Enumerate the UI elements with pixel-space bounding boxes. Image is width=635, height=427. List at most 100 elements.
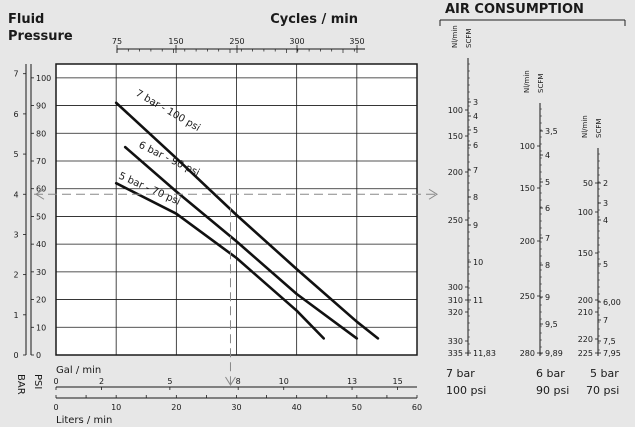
cycles-tick-label: 75 [112, 37, 122, 46]
series-line-1 [123, 145, 359, 340]
air-scfm-label: 9 [545, 293, 550, 302]
air-scfm-label: 7 [473, 166, 478, 175]
air-nl-label: 200 [448, 168, 463, 177]
air-scfm-label: 4 [473, 112, 478, 121]
bar-tick-label: 3 [13, 230, 18, 239]
psi-tick-label: 40 [36, 240, 46, 249]
gal-tick-label: 0 [53, 377, 58, 386]
air-unit-nl: Nl/min [451, 25, 459, 48]
liters-tick-label: 0 [53, 403, 58, 412]
bar-tick-label: 5 [13, 150, 18, 159]
air-nl-label: 300 [448, 283, 463, 292]
air-col3-psi: 70 psi [586, 384, 619, 397]
series-line-2 [114, 181, 326, 340]
air-nl-label: 280 [520, 349, 535, 358]
cycles-tick-label: 150 [168, 37, 183, 46]
bar-tick-label: 7 [13, 70, 18, 79]
air-nl-label: 200 [520, 237, 535, 246]
air-nl-label: 50 [583, 179, 593, 188]
title-fluid: Fluid [8, 12, 44, 27]
liters-tick-label: 10 [111, 403, 121, 412]
air-scfm-label: 7 [545, 234, 550, 243]
gal-tick-label: 13 [347, 377, 357, 386]
psi-tick-label: 0 [36, 351, 41, 360]
air-nl-label: 225 [578, 349, 593, 358]
psi-tick-label: 90 [36, 102, 46, 111]
liters-tick-label: 50 [352, 403, 362, 412]
air-nl-label: 220 [578, 335, 593, 344]
grid [56, 64, 417, 355]
series-group [114, 101, 380, 340]
air-scfm-label: 11 [473, 296, 483, 305]
air-nl-label: 330 [448, 337, 463, 346]
air-scfm-label: 7,95 [603, 349, 621, 358]
title-cycles: Cycles / min [270, 12, 358, 27]
air-unit-scfm: SCFM [465, 29, 473, 48]
flow-axis: 0 2 5 8 10 13 15 0 10 20 30 40 50 60 [53, 377, 422, 412]
air-nl-label: 250 [448, 216, 463, 225]
air-scfm-label: 3 [603, 199, 608, 208]
bar-axis-label: BAR [15, 374, 26, 395]
air-col2-psi: 90 psi [536, 384, 569, 397]
cycles-axis [116, 45, 365, 53]
psi-tick-label: 20 [36, 296, 46, 305]
air-nl-label: 150 [448, 132, 463, 141]
gal-tick-label: 15 [393, 377, 403, 386]
reading-lines [34, 188, 438, 386]
air-unit-scfm: SCFM [537, 74, 545, 93]
air-nl-label: 200 [578, 296, 593, 305]
air-nl-label: 100 [520, 142, 535, 151]
air-col3-bar: 5 bar [590, 367, 619, 380]
air-scfm-label: 6,00 [603, 298, 621, 307]
gal-tick-label: 5 [167, 377, 172, 386]
air-nl-label: 100 [448, 106, 463, 115]
bar-tick-label: 6 [13, 110, 18, 119]
cycles-tick-label: 250 [229, 37, 244, 46]
series-line-0 [114, 101, 380, 340]
air-nl-label: 100 [578, 208, 593, 217]
gal-tick-label: 8 [236, 377, 241, 386]
liters-tick-label: 40 [292, 403, 302, 412]
air-scfm-label: 8 [473, 193, 478, 202]
reading-arrow-left [35, 188, 45, 200]
air-scfm-label: 3,5 [545, 127, 558, 136]
cycles-tick-label: 300 [289, 37, 304, 46]
air-scfm-label: 5 [545, 178, 550, 187]
air-scfm-label: 5 [603, 260, 608, 269]
air-scfm-label: 7,5 [603, 337, 616, 346]
air-col2-bar: 6 bar [536, 367, 565, 380]
air-nl-label: 250 [520, 292, 535, 301]
bar-tick-label: 2 [13, 271, 18, 280]
reading-arrow-down [225, 376, 236, 386]
air-scfm-label: 10 [473, 258, 483, 267]
air-scfm-label: 11,83 [473, 349, 496, 358]
air-nl-label: 210 [578, 308, 593, 317]
psi-tick-label: 70 [36, 157, 46, 166]
air-scfm-label: 9,89 [545, 349, 563, 358]
air-nl-label: 310 [448, 296, 463, 305]
air-scfm-label: 6 [473, 141, 478, 150]
bar-tick-label: 0 [13, 351, 18, 360]
gal-tick-label: 10 [279, 377, 289, 386]
liters-tick-label: 20 [171, 403, 181, 412]
air-scfm-label: 2 [603, 179, 608, 188]
air-unit-scfm: SCFM [595, 119, 603, 138]
air-scfm-label: 6 [545, 204, 550, 213]
psi-tick-label: 30 [36, 268, 46, 277]
air-scfm-label: 4 [603, 216, 608, 225]
air-scfm-label: 3 [473, 98, 478, 107]
cycles-tick-label: 350 [349, 37, 364, 46]
liters-tick-label: 30 [231, 403, 241, 412]
bar-tick-label: 1 [13, 311, 18, 320]
psi-tick-label: 50 [36, 212, 46, 221]
gal-tick-label: 2 [99, 377, 104, 386]
air-unit-nl: Nl/min [523, 70, 531, 93]
psi-axis-label: PSI [32, 374, 43, 389]
air-scfm-label: 4 [545, 151, 550, 160]
air-nl-label: 150 [520, 184, 535, 193]
reading-arrow-right [428, 188, 438, 200]
air-nl-label: 335 [448, 349, 463, 358]
air-scfm-label: 7 [603, 316, 608, 325]
